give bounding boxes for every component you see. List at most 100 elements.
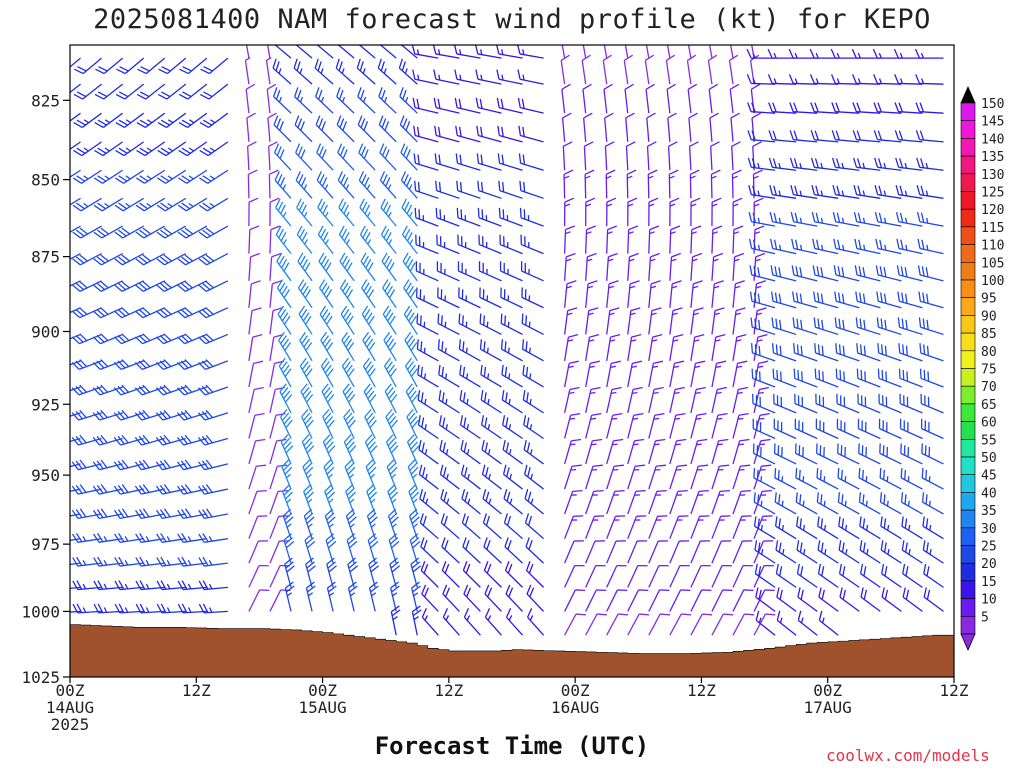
wind-barb [606, 252, 618, 281]
wind-barb [564, 564, 585, 588]
wind-barb [853, 157, 881, 171]
wind-barb [198, 359, 229, 370]
x-tick-label: 16AUG [551, 698, 599, 717]
wind-barb [177, 225, 208, 239]
wind-barb [157, 169, 187, 184]
wind-barb [347, 581, 358, 612]
wind-barb [72, 169, 102, 184]
wind-barb [317, 198, 334, 227]
wind-barb [873, 102, 902, 114]
wind-barb [877, 343, 902, 362]
wind-barb [70, 488, 81, 495]
wind-barb [134, 409, 165, 421]
wind-barb [401, 225, 418, 255]
wind-barb [582, 83, 592, 114]
wind-barb [856, 343, 881, 362]
wind-barb [563, 280, 577, 308]
wind-barb [459, 390, 481, 414]
source-credit[interactable]: coolwx.com/models [826, 746, 990, 765]
wind-barb [437, 313, 460, 336]
wind-barb [750, 343, 776, 362]
wind-barb [197, 384, 229, 396]
wind-barb [688, 141, 699, 171]
wind-barb [916, 157, 944, 171]
wind-barb [809, 74, 839, 85]
wind-barb [919, 343, 944, 362]
wind-barb [275, 225, 292, 255]
x-tick-label: 00Z [308, 681, 337, 700]
wind-barb [436, 261, 460, 282]
wind-barb [915, 102, 944, 114]
wind-barb [480, 390, 502, 414]
wind-barb [918, 317, 944, 336]
x-tick-label: 00Z [561, 681, 590, 700]
wind-barb [755, 587, 776, 612]
wind-barb [198, 459, 229, 471]
wind-barb [280, 408, 293, 439]
wind-barb [390, 581, 400, 612]
wind-barb [875, 265, 902, 282]
wind-barb [497, 153, 523, 171]
wind-barb [563, 252, 576, 281]
y-tick-label: 900 [31, 322, 60, 341]
wind-barb [604, 112, 614, 142]
wind-barb [419, 489, 439, 515]
wind-barb [773, 393, 797, 414]
wind-barb [625, 112, 635, 142]
colorbar-swatch [960, 332, 976, 352]
wind-barb [135, 280, 166, 292]
wind-barb [881, 563, 902, 588]
wind-barb [70, 112, 81, 128]
wind-barb [305, 581, 316, 612]
wind-barb [440, 489, 460, 515]
wind-barb [178, 169, 208, 184]
wind-barb [834, 291, 860, 309]
wind-barb [293, 58, 313, 85]
wind-barb [113, 434, 144, 446]
wind-barb [914, 48, 944, 59]
wind-barb [918, 291, 944, 309]
wind-barb [417, 415, 439, 440]
wind-barb [585, 307, 599, 335]
wind-barb [648, 464, 667, 490]
wind-barb [711, 589, 733, 612]
wind-barb [732, 386, 749, 414]
colorbar-swatch [960, 545, 976, 564]
wind-barb [793, 368, 818, 388]
wind-barb [94, 112, 124, 129]
wind-barb [479, 339, 502, 362]
wind-barb [317, 225, 334, 255]
wind-barb [858, 443, 881, 465]
wind-barb [563, 169, 574, 199]
wind-barb [690, 613, 713, 636]
wind-barb [134, 434, 165, 446]
wind-barb [155, 384, 186, 396]
wind-barb [812, 238, 839, 255]
colorbar-swatch [960, 226, 976, 245]
wind-barb [915, 74, 944, 85]
wind-barb [320, 357, 334, 388]
wind-barb [754, 540, 776, 564]
wind-barb [873, 130, 902, 143]
y-axis: 825 850 875 900 925 950 975 1000 1025 [21, 91, 70, 687]
y-tick-label: 825 [31, 91, 60, 110]
wind-barb [690, 307, 704, 335]
wind-barb [902, 587, 923, 612]
wind-barb [923, 563, 944, 588]
wind-barb [136, 141, 166, 157]
wind-barb [157, 141, 187, 157]
x-tick-label: 12Z [434, 681, 463, 700]
wind-barb [690, 225, 702, 254]
wind-barb [460, 464, 481, 490]
wind-barb [341, 357, 355, 388]
wind-barb [752, 393, 776, 414]
wind-barb [244, 45, 250, 59]
wind-barb [435, 207, 460, 227]
wind-barb [602, 54, 612, 85]
wind-barb [176, 434, 207, 446]
wind-barb [875, 238, 902, 255]
wind-barb [498, 180, 523, 199]
wind-barb [481, 415, 502, 440]
wind-barb [768, 157, 797, 171]
